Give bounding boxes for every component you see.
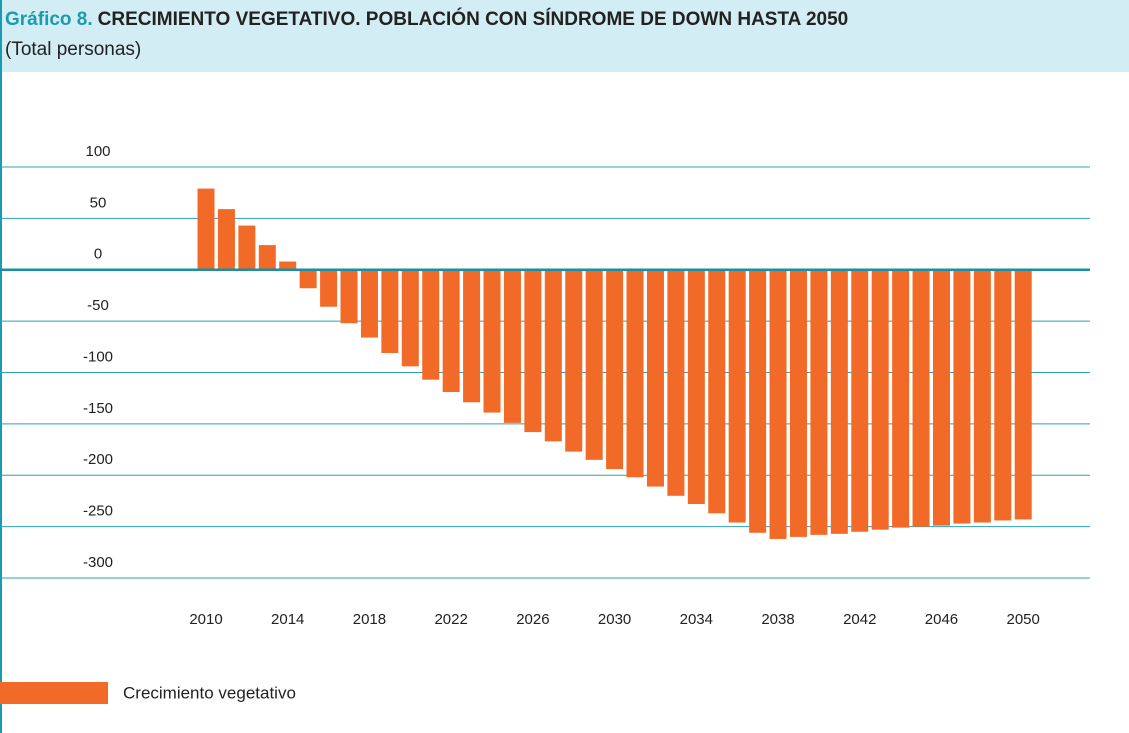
title-text: CRECIMIENTO VEGETATIVO. POBLACIÓN CON SÍ…: [98, 8, 849, 30]
bar: [238, 225, 256, 270]
x-tick-label: 2042: [843, 611, 876, 628]
bar: [851, 269, 869, 532]
x-tick-label: 2046: [925, 611, 958, 628]
y-tick-label: -250: [83, 503, 113, 520]
bar: [606, 269, 624, 470]
bar: [892, 269, 910, 528]
bar: [299, 269, 317, 289]
y-tick-label: 50: [90, 194, 107, 211]
bar: [401, 269, 419, 367]
bar: [360, 269, 378, 338]
bar: [626, 269, 644, 478]
y-tick-label: 100: [85, 143, 110, 160]
x-tick-label: 2038: [761, 611, 794, 628]
x-tick-label: 2018: [353, 611, 386, 628]
bar: [932, 269, 950, 526]
bar: [524, 269, 542, 433]
bar: [340, 269, 358, 324]
y-tick-label: -300: [83, 554, 113, 571]
bar: [258, 245, 276, 270]
bar: [994, 269, 1012, 521]
bar: [973, 269, 991, 523]
bar: [749, 269, 767, 533]
bar: [708, 269, 726, 514]
bar: [544, 269, 562, 442]
bar: [442, 269, 460, 393]
bar: [912, 269, 930, 527]
bar: [646, 269, 664, 487]
bar: [789, 269, 807, 537]
bar: [810, 269, 828, 535]
y-tick-label: 0: [94, 246, 102, 263]
bar: [463, 269, 481, 403]
y-tick-label: -150: [83, 400, 113, 417]
bar: [279, 261, 297, 270]
bar: [871, 269, 889, 530]
bar: [197, 188, 215, 270]
x-tick-label: 2034: [680, 611, 713, 628]
x-tick-label: 2010: [189, 611, 222, 628]
bar: [422, 269, 440, 380]
bar: [320, 269, 338, 307]
bar: [217, 209, 235, 270]
y-tick-label: -200: [83, 451, 113, 468]
bar: [728, 269, 746, 523]
legend-label: Crecimiento vegetativo: [123, 683, 296, 702]
header-band: [0, 0, 1129, 72]
bar: [565, 269, 583, 452]
title-label: Gráfico 8.: [5, 9, 93, 30]
bar: [667, 269, 685, 496]
bar: [503, 269, 521, 423]
x-tick-label: 2014: [271, 611, 304, 628]
bar: [1014, 269, 1032, 520]
y-tick-label: -100: [83, 348, 113, 365]
y-tick-label: -50: [87, 297, 109, 314]
chart-subtitle: (Total personas): [5, 39, 141, 60]
x-tick-label: 2026: [516, 611, 549, 628]
bar: [483, 269, 501, 413]
bar: [687, 269, 705, 505]
chart-title: Gráfico 8. CRECIMIENTO VEGETATIVO. POBLAC…: [5, 8, 848, 30]
x-tick-label: 2030: [598, 611, 631, 628]
bar: [585, 269, 603, 460]
bar: [769, 269, 787, 539]
bar: [830, 269, 848, 534]
bar: [381, 269, 399, 353]
x-tick-label: 2022: [434, 611, 467, 628]
bar: [953, 269, 971, 524]
legend-swatch: [0, 682, 108, 704]
x-tick-label: 2050: [1007, 611, 1040, 628]
